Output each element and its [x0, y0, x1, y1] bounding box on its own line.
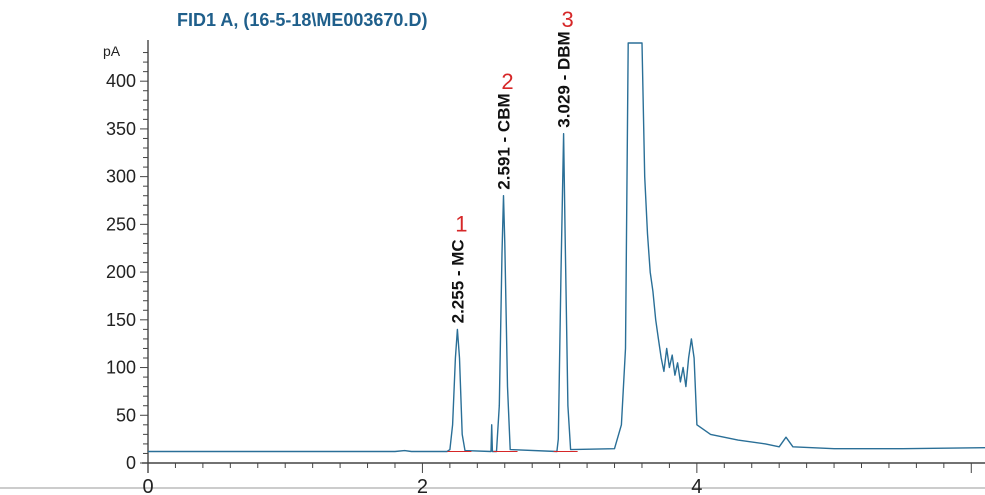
- peak-number: 1: [455, 211, 467, 236]
- y-tick-label: 150: [106, 310, 136, 330]
- x-tick-label: 0: [142, 476, 153, 495]
- y-tick-label: 100: [106, 358, 136, 378]
- tick-marks: [140, 52, 972, 473]
- y-tick-label: 250: [106, 214, 136, 234]
- chromatogram-trace: [148, 42, 985, 453]
- chart-title: FID1 A, (16-5-18\ME003670.D): [177, 10, 427, 30]
- series-layer: [148, 42, 985, 453]
- peak-label: 3.029 - DBM: [555, 31, 574, 127]
- x-tick-label: 2: [417, 476, 428, 495]
- y-tick-label: 200: [106, 262, 136, 282]
- peak-number: 3: [561, 7, 573, 32]
- y-tick-label: 350: [106, 119, 136, 139]
- peak-label: 2.591 - CBM: [495, 93, 514, 189]
- y-tick-label: 400: [106, 71, 136, 91]
- y-tick-label: 0: [126, 453, 136, 473]
- peak-label: 2.255 - MC: [448, 239, 467, 323]
- axes: [0, 40, 985, 489]
- y-axis-unit-label: pA: [103, 43, 121, 59]
- peak-number: 2: [501, 69, 513, 94]
- y-tick-label: 300: [106, 167, 136, 187]
- tick-labels: 0 50 100 150 200 250 300 350 400 0 2 4: [106, 71, 702, 495]
- x-tick-label: 4: [691, 476, 702, 495]
- y-tick-label: 50: [116, 405, 136, 425]
